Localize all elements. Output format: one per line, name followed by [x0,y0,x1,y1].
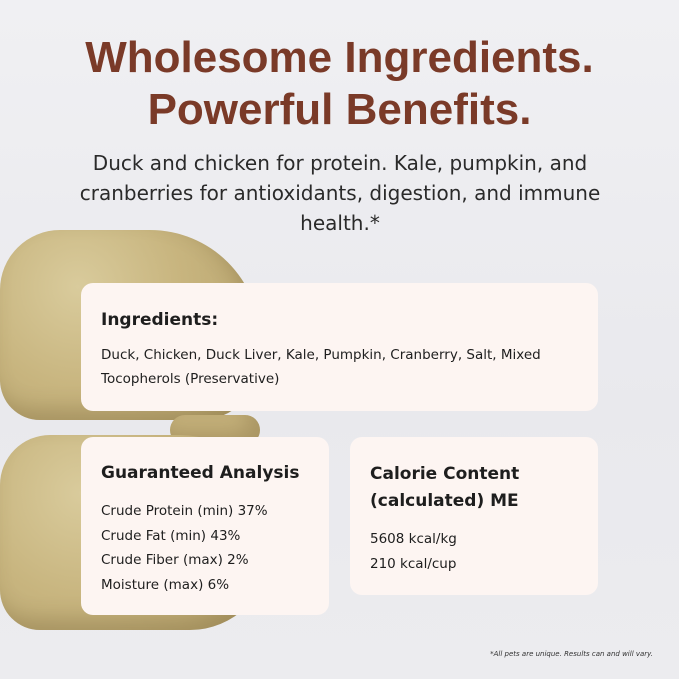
calorie-list: 5608 kcal/kg 210 kcal/cup [370,527,457,576]
analysis-item: Moisture (max) 6% [101,576,230,593]
analysis-list: Crude Protein (min) 37% Crude Fat (min) … [101,499,268,597]
guaranteed-analysis-card: Guaranteed Analysis Crude Protein (min) … [81,437,329,615]
calorie-item: 210 kcal/cup [370,555,457,572]
calorie-content-card: Calorie Content (calculated) ME 5608 kca… [350,437,598,595]
disclaimer: *All pets are unique. Results can and wi… [490,650,653,658]
analysis-item: Crude Fat (min) 43% [101,527,241,544]
subheadline: Duck and chicken for protein. Kale, pump… [79,151,601,235]
headline-line-2: Powerful Benefits. [147,85,532,134]
ingredients-text: Duck, Chicken, Duck Liver, Kale, Pumpkin… [101,347,541,387]
ingredients-title: Ingredients: [101,310,219,330]
analysis-item: Crude Protein (min) 37% [101,503,268,519]
ingredients-card: Ingredients: Duck, Chicken, Duck Liver, … [81,283,598,411]
calorie-content-title: Calorie Content (calculated) ME [370,464,520,511]
analysis-item: Crude Fiber (max) 2% [101,552,249,568]
headline-line-1: Wholesome Ingredients. [85,33,594,82]
guaranteed-analysis-title: Guaranteed Analysis [101,463,300,483]
calorie-item: 5608 kcal/kg [370,531,457,547]
